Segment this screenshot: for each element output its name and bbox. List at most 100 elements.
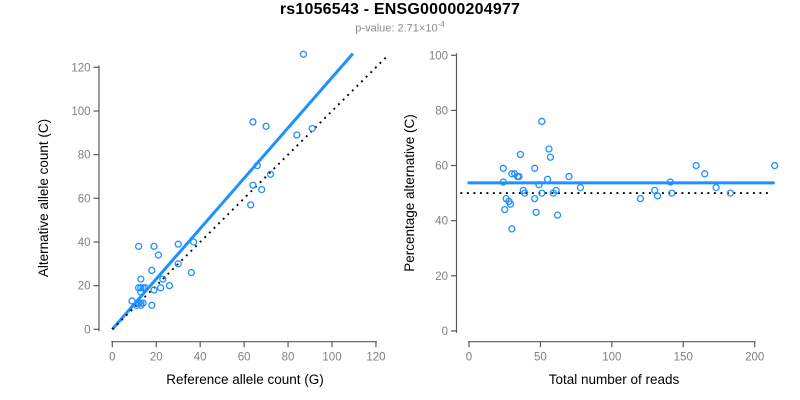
data-point [515, 172, 523, 181]
regression-line [111, 52, 355, 331]
data-point [565, 172, 573, 181]
data-point [187, 268, 196, 277]
data-point [576, 183, 585, 192]
data-point [141, 284, 149, 292]
x-tick-label: 150 [674, 352, 693, 364]
data-point [150, 242, 158, 250]
y-tick-label: 0 [84, 324, 90, 336]
data-point [651, 186, 659, 194]
identity-line [111, 56, 387, 330]
x-tick-label: 100 [322, 352, 341, 364]
data-point [139, 284, 147, 292]
data-point [535, 181, 543, 189]
pvalue-exponent: -4 [437, 20, 445, 29]
x-tick-label: 80 [282, 352, 295, 364]
data-point [154, 251, 163, 259]
data-point [521, 189, 529, 197]
data-point [668, 189, 676, 197]
data-point [543, 175, 552, 183]
data-point [545, 145, 553, 153]
x-tick-label: 200 [745, 352, 764, 364]
data-point [159, 275, 167, 283]
y-tick-label: 0 [442, 326, 448, 338]
data-point [508, 170, 516, 178]
data-point [516, 150, 525, 159]
y-tick-label: 80 [435, 105, 448, 117]
data-point [771, 161, 779, 170]
data-point [653, 192, 662, 200]
x-tick-label: 40 [194, 352, 207, 364]
data-point [148, 301, 156, 309]
data-point [137, 284, 145, 292]
data-point [128, 297, 136, 305]
data-point [299, 50, 308, 58]
data-point [137, 275, 145, 283]
x-tick-label: 50 [534, 352, 547, 364]
data-point [247, 201, 255, 209]
data-point [135, 299, 143, 307]
right-x-axis-title: Total number of reads [549, 372, 680, 387]
data-point [174, 240, 182, 248]
data-point [174, 260, 182, 268]
data-point [308, 124, 316, 133]
y-tick-label: 100 [429, 50, 448, 62]
data-point [137, 301, 145, 309]
y-tick-label: 40 [78, 237, 91, 249]
x-tick-label: 20 [150, 352, 163, 364]
data-point [189, 238, 198, 246]
left-y-axis-title: Alternative allele count (C) [36, 119, 51, 277]
data-point [499, 178, 507, 186]
data-point [552, 186, 560, 194]
data-point [692, 161, 700, 170]
data-point [266, 170, 275, 178]
right-scatter-plot: 0 20 40 60 80 100 0 50 100 150 200 [429, 50, 779, 364]
data-point [532, 208, 540, 217]
data-point [712, 183, 720, 192]
pvalue-text: p-value: 2.71×10 [355, 22, 438, 35]
data-point [538, 189, 546, 197]
data-point [499, 164, 507, 172]
data-point [726, 189, 735, 197]
data-point [262, 122, 270, 130]
left-x-axis-title: Reference allele count (G) [166, 372, 324, 387]
data-point [139, 299, 147, 307]
data-point [150, 286, 158, 294]
right-y-axis-title: Percentage alternative (C) [402, 114, 417, 272]
y-tick-label: 20 [435, 271, 448, 283]
data-point [293, 131, 301, 139]
data-point [546, 153, 555, 161]
x-tick-label: 100 [602, 352, 621, 364]
y-tick-label: 60 [435, 161, 448, 173]
y-tick-label: 120 [71, 62, 90, 74]
y-tick-label: 100 [71, 106, 90, 118]
y-tick-label: 20 [78, 281, 91, 293]
y-tick-label: 80 [78, 150, 91, 162]
data-point [508, 225, 516, 233]
data-point [531, 194, 539, 203]
data-point [148, 266, 156, 275]
data-point [636, 194, 645, 203]
pvalue-subtitle: p-value: 2.71×10-4 [0, 20, 800, 35]
x-tick-label: 60 [238, 352, 251, 364]
data-point [249, 118, 257, 126]
data-point [253, 161, 261, 170]
x-tick-label: 0 [109, 352, 115, 364]
data-point [249, 181, 257, 189]
data-point [156, 284, 165, 292]
data-point [137, 299, 145, 307]
data-point [258, 185, 266, 194]
x-tick-label: 120 [366, 352, 385, 364]
data-point [538, 117, 546, 126]
data-point [666, 178, 675, 186]
data-point [506, 200, 515, 208]
data-point [501, 205, 509, 214]
data-point [701, 170, 709, 178]
page-title: rs1056543 - ENSG00000204977 [279, 1, 521, 18]
left-scatter-plot: 0 20 40 60 80 100 120 0 20 40 60 80 100 120 [71, 50, 387, 364]
y-tick-label: 40 [435, 216, 448, 228]
data-point [531, 164, 539, 172]
y-tick-label: 60 [78, 193, 91, 205]
x-tick-label: 0 [466, 352, 472, 364]
